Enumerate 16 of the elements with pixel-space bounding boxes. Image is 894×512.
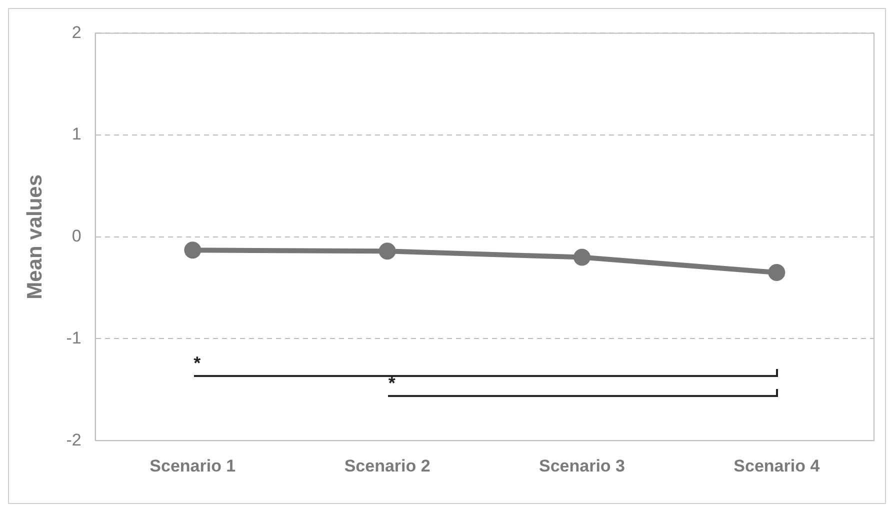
y-tick-label: -2 — [66, 430, 82, 450]
x-tick-label: Scenario 4 — [734, 456, 820, 476]
annotation: * — [194, 353, 201, 374]
y-axis-title: Mean values — [23, 174, 46, 300]
y-tick-label: 2 — [72, 22, 82, 42]
point — [573, 248, 590, 266]
y-tick-label: 0 — [72, 226, 82, 246]
y-tick-label: -1 — [66, 328, 82, 348]
annotation: * — [388, 372, 396, 394]
x-tick-label: Scenario 1 — [150, 456, 236, 476]
point — [768, 264, 786, 282]
y-tick-label: 1 — [72, 124, 82, 144]
x-tick-label: Scenario 3 — [538, 456, 625, 476]
point — [184, 242, 202, 259]
x-tick-label: Scenario 2 — [344, 456, 430, 476]
point — [378, 242, 396, 260]
